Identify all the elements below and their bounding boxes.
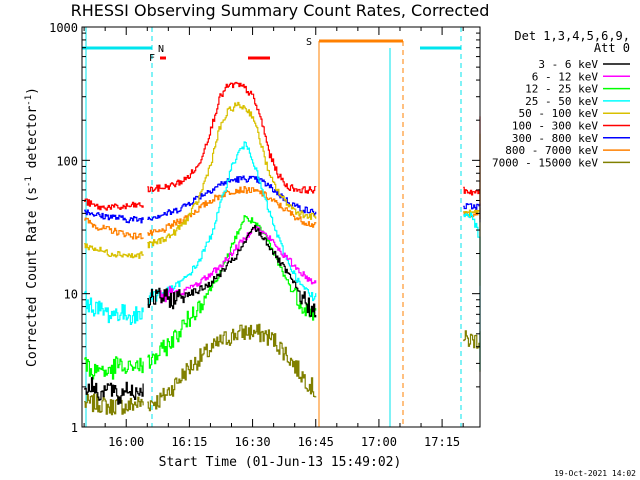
x-tick-label: 16:15 <box>171 435 207 449</box>
axes: 16:00 16:15 16:30 16:45 17:00 17:15 1 10 100 1000 <box>49 21 480 449</box>
legend-label: 12 - 25 keV <box>525 83 598 96</box>
series-line-1 <box>159 226 317 304</box>
y-axis-label: Corrected Count Rate (s-1 detector-1) <box>24 87 40 367</box>
series-line-4 <box>84 243 144 259</box>
series-line-8 <box>463 330 481 372</box>
legend-label: 100 - 300 keV <box>512 120 598 133</box>
series-line-4 <box>147 101 317 249</box>
state-label: S <box>306 37 312 48</box>
series-line-2 <box>147 215 317 369</box>
legend-label: 800 - 7000 keV <box>505 144 598 157</box>
series-2 <box>84 215 317 380</box>
y-tick-label: 100 <box>56 154 78 168</box>
series-5 <box>84 81 481 211</box>
plot-frame <box>81 26 481 428</box>
x-tick-label: 16:45 <box>298 435 334 449</box>
series-lines <box>84 81 481 416</box>
legend-header-line2: Att 0 <box>594 41 630 55</box>
series-line-7 <box>147 186 317 236</box>
series-line-6 <box>84 209 144 224</box>
series-line-3 <box>147 141 317 306</box>
state-label: F <box>149 53 155 64</box>
legend-header-line1: Det 1,3,4,5,6,9, <box>514 29 630 43</box>
legend-label: 3 - 6 keV <box>538 58 598 71</box>
series-0 <box>84 224 317 405</box>
series-line-3 <box>84 290 144 325</box>
x-tick-label: 17:15 <box>424 435 460 449</box>
x-axis-label: Start Time (01-Jun-13 15:49:02) <box>159 455 402 470</box>
x-tick-label: 16:00 <box>108 435 144 449</box>
legend-label: 300 - 800 keV <box>512 132 598 145</box>
series-1 <box>159 226 317 304</box>
y-tick-label: 1 <box>71 421 78 435</box>
series-line-5 <box>84 198 144 211</box>
chart-title: RHESSI Observing Summary Count Rates, Co… <box>71 1 490 20</box>
series-line-5 <box>147 81 317 194</box>
series-line-7 <box>84 217 144 240</box>
legend-label: 50 - 100 keV <box>519 107 599 120</box>
series-line-0 <box>84 377 144 405</box>
series-6 <box>84 175 481 224</box>
series-line-4 <box>463 133 481 286</box>
timestamp: 19-Oct-2021 14:02 <box>554 469 636 478</box>
series-line-5 <box>463 116 481 206</box>
legend-label: 6 - 12 keV <box>532 70 599 83</box>
y-tick-label: 10 <box>64 288 78 302</box>
state-indicators: NF S <box>82 27 462 427</box>
series-line-8 <box>84 393 144 416</box>
series-line-6 <box>147 175 317 221</box>
series-line-2 <box>84 356 144 380</box>
legend-label: 25 - 50 keV <box>525 95 598 108</box>
legend-label: 7000 - 15000 keV <box>492 156 598 169</box>
x-tick-label: 16:30 <box>235 435 271 449</box>
state-label: N <box>158 44 164 55</box>
x-tick-label: 17:00 <box>361 435 397 449</box>
y-tick-label: 1000 <box>49 21 78 35</box>
series-line-0 <box>147 224 317 318</box>
series-line-8 <box>147 323 317 412</box>
